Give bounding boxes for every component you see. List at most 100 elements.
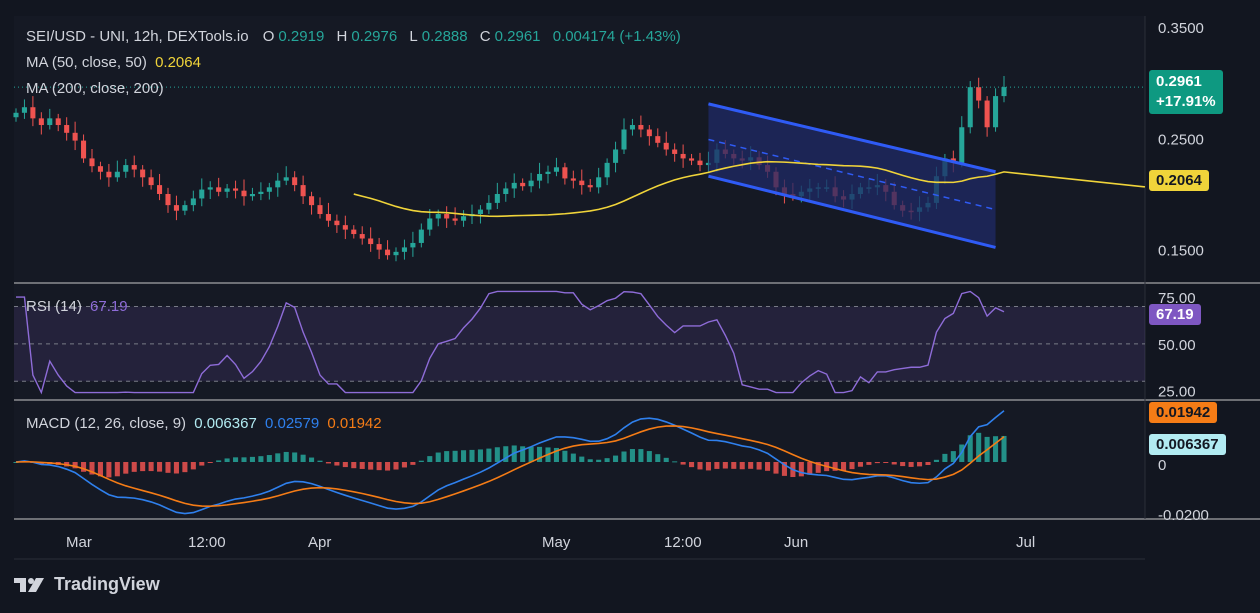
macd-hist-bar [401, 462, 407, 468]
macd-hist-bar [461, 450, 467, 462]
candle [385, 249, 391, 256]
candle [976, 87, 982, 101]
tradingview-logo-icon [14, 577, 44, 592]
macd-hist-bar [528, 446, 534, 462]
macd-hist-bar [857, 462, 863, 467]
macd-hist-bar [140, 462, 146, 472]
macd-tick-label: 0 [1158, 457, 1166, 474]
candle [587, 185, 593, 188]
macd-hist-bar [97, 462, 103, 477]
macd-hist-bar [646, 451, 652, 462]
macd-hist-bar [351, 462, 357, 469]
high-value: 0.2976 [351, 28, 398, 45]
candle [81, 140, 87, 159]
macd-hist-bar [756, 462, 762, 470]
macd-hist-bar [13, 462, 19, 463]
macd-hist-bar [359, 462, 365, 469]
price-badge-change: +17.91% [1156, 93, 1216, 110]
macd-hist-bar [275, 453, 281, 462]
candle [579, 180, 585, 186]
price-tick-label: 0.3500 [1158, 20, 1204, 37]
rsi-tick-label: 25.00 [1158, 384, 1196, 401]
macd-hist-bar [621, 451, 627, 462]
macd-hist-bar [520, 446, 526, 462]
macd-hist-bar [199, 462, 205, 466]
candle [13, 112, 19, 118]
macd-hist-bar [849, 462, 855, 470]
open-value: 0.2919 [278, 28, 325, 45]
rsi-value: 67.19 [90, 298, 128, 315]
candle [123, 165, 129, 172]
macd-hist-bar [444, 451, 450, 462]
brand-label: TradingView [54, 574, 160, 594]
macd-hist-bar [452, 450, 458, 462]
candle [672, 149, 678, 154]
rsi-band [14, 306, 1145, 382]
candle [444, 214, 450, 219]
close-value: 0.2961 [494, 28, 541, 45]
time-tick-label: 12:00 [188, 534, 226, 551]
ma-badge: 0.2064 [1149, 170, 1209, 191]
candle [224, 188, 230, 192]
candle [359, 234, 365, 239]
candle [553, 167, 559, 172]
candle [131, 165, 137, 170]
low-label: L [409, 28, 418, 45]
macd-hist-bar [486, 448, 492, 462]
macd-hist-bar [233, 457, 239, 462]
candle [30, 107, 36, 119]
macd-hist-bar [731, 462, 737, 469]
tradingview-brand[interactable]: TradingView [14, 574, 160, 595]
rsi-tick-label: 50.00 [1158, 337, 1196, 354]
macd-hist-bar [874, 462, 880, 464]
macd-hist-bar [714, 462, 720, 469]
macd-hist-bar [477, 449, 483, 462]
candle [663, 142, 669, 150]
macd-hist-bar [739, 462, 745, 470]
macd-hist-bar [249, 456, 255, 462]
open-label: O [262, 28, 275, 45]
macd-hist-bar [629, 449, 635, 462]
symbol-line: SEI/USD - UNI, 12h, DEXTools.io [26, 28, 249, 45]
macd-hist-bar [148, 462, 154, 472]
candle [418, 229, 424, 243]
macd-hist-bar [165, 462, 171, 473]
macd-hist-bar [503, 446, 509, 462]
candle [477, 209, 483, 215]
candle [173, 205, 179, 211]
macd-hist-bar [494, 447, 500, 462]
macd-hist-bar [689, 462, 695, 468]
candle [342, 225, 348, 230]
channel-mid-line [708, 138, 996, 211]
ma200-legend: MA (200, close, 200) [26, 80, 168, 97]
channel-upper-line [708, 102, 996, 174]
time-tick-label: 12:00 [664, 534, 702, 551]
candle [655, 136, 661, 143]
macd-hist-bar [765, 462, 771, 471]
macd-hist-bar [883, 462, 889, 463]
close-label: C [479, 28, 491, 45]
candle [646, 129, 652, 137]
macd-hist-bar [798, 462, 804, 477]
macd-hist-bar [655, 454, 661, 462]
candle [427, 218, 433, 230]
macd-hist-bar [182, 462, 188, 473]
candle [207, 187, 213, 190]
ma200-label: MA (200, close, 200) [26, 80, 164, 97]
macd-hist-bar [309, 457, 315, 462]
time-tick-label: Mar [66, 534, 92, 551]
macd-hist-bar [114, 462, 120, 477]
macd-signal-value: 0.01942 [327, 415, 382, 432]
macd-label: MACD (12, 26, close, 9) [26, 415, 187, 432]
time-tick-label: May [542, 534, 571, 551]
macd-hist-bar [722, 462, 728, 469]
candle [959, 127, 965, 163]
rsi-line [16, 290, 1005, 395]
macd-hist-bar [976, 432, 982, 462]
macd-hist-bar [334, 462, 340, 466]
candle [148, 177, 154, 186]
candle [72, 132, 78, 141]
candle [89, 158, 95, 167]
macd-hist-bar [81, 462, 87, 472]
